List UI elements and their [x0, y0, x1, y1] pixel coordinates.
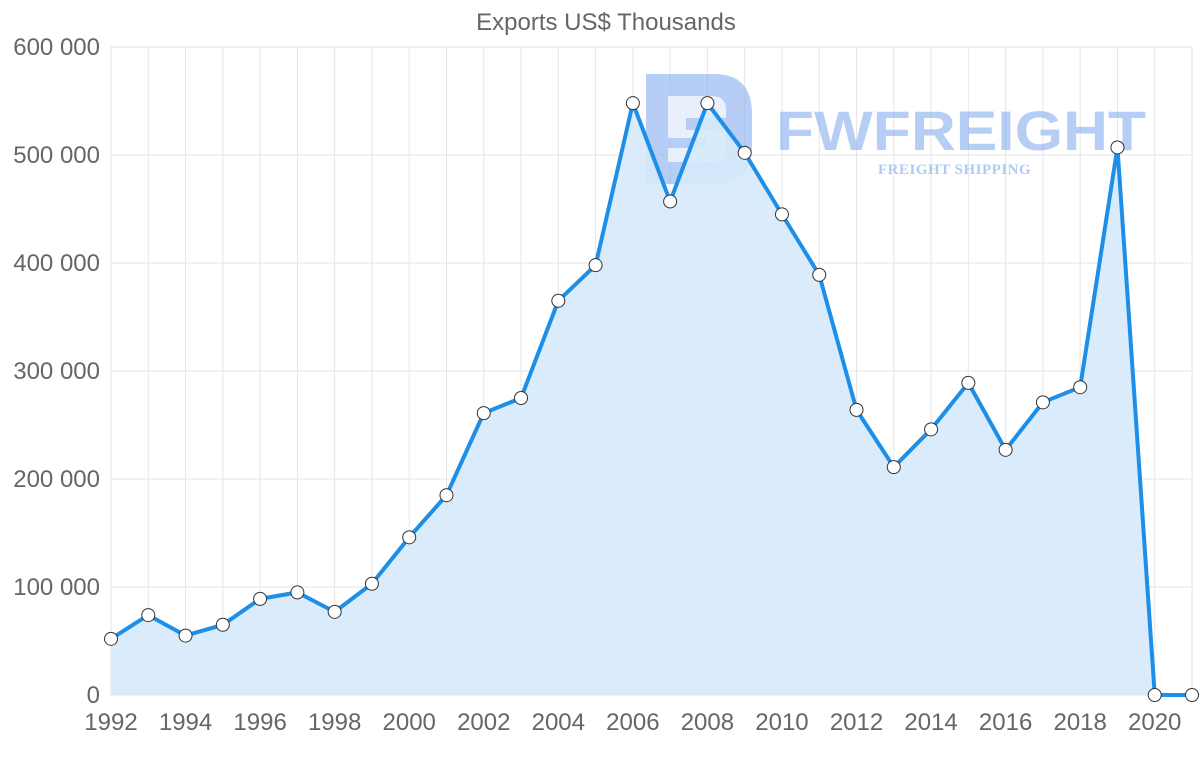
x-tick-label: 2014 — [904, 709, 957, 736]
x-tick-label: 2012 — [830, 709, 883, 736]
data-point-2003[interactable] — [515, 392, 528, 405]
y-tick-label: 0 — [87, 682, 100, 709]
data-point-2014[interactable] — [925, 423, 938, 436]
watermark-tagline: FREIGHT SHIPPING — [878, 162, 1031, 178]
data-point-1996[interactable] — [254, 592, 267, 605]
watermark-brand: FWFREIGHT — [776, 99, 1146, 162]
data-point-2005[interactable] — [589, 259, 602, 272]
chart-title: Exports US$ Thousands — [476, 9, 736, 36]
data-point-1999[interactable] — [365, 577, 378, 590]
series-exports — [105, 97, 1199, 702]
series-area — [111, 103, 1192, 695]
x-tick-label: 2008 — [681, 709, 734, 736]
x-tick-label: 2002 — [457, 709, 510, 736]
data-point-2013[interactable] — [887, 461, 900, 474]
x-tick-label: 1998 — [308, 709, 361, 736]
y-tick-label: 200 000 — [13, 466, 100, 493]
data-point-2015[interactable] — [962, 376, 975, 389]
data-point-2001[interactable] — [440, 489, 453, 502]
data-point-2009[interactable] — [738, 146, 751, 159]
data-point-2011[interactable] — [813, 268, 826, 281]
x-tick-label: 2000 — [383, 709, 436, 736]
data-point-2020[interactable] — [1148, 689, 1161, 702]
x-tick-label: 1994 — [159, 709, 212, 736]
y-tick-label: 600 000 — [13, 34, 100, 61]
y-axis: 0 100 000 200 000 300 000 400 000 500 000 600 … — [13, 34, 100, 709]
x-tick-label: 2006 — [606, 709, 659, 736]
data-point-1992[interactable] — [105, 632, 118, 645]
x-tick-label: 2010 — [755, 709, 808, 736]
data-point-2002[interactable] — [477, 407, 490, 420]
data-point-1995[interactable] — [216, 618, 229, 631]
y-tick-label: 500 000 — [13, 142, 100, 169]
data-point-1998[interactable] — [328, 605, 341, 618]
x-tick-label: 2020 — [1128, 709, 1181, 736]
x-tick-label: 1992 — [84, 709, 137, 736]
data-point-2021[interactable] — [1186, 689, 1199, 702]
data-point-2008[interactable] — [701, 97, 714, 110]
data-point-2012[interactable] — [850, 403, 863, 416]
data-point-2007[interactable] — [664, 195, 677, 208]
data-point-2017[interactable] — [1036, 396, 1049, 409]
x-tick-label: 2004 — [532, 709, 585, 736]
data-point-2004[interactable] — [552, 294, 565, 307]
x-tick-label: 1996 — [233, 709, 286, 736]
data-point-2019[interactable] — [1111, 141, 1124, 154]
x-tick-label: 2018 — [1053, 709, 1106, 736]
data-point-1993[interactable] — [142, 609, 155, 622]
x-tick-label: 2016 — [979, 709, 1032, 736]
x-axis: 1992 1994 1996 1998 2000 2002 2004 2006 2008 2010… — [84, 709, 1181, 736]
data-point-2010[interactable] — [775, 208, 788, 221]
data-point-2006[interactable] — [626, 97, 639, 110]
data-point-2016[interactable] — [999, 443, 1012, 456]
data-point-2018[interactable] — [1074, 381, 1087, 394]
y-tick-label: 100 000 — [13, 574, 100, 601]
y-tick-label: 300 000 — [13, 358, 100, 385]
y-tick-label: 400 000 — [13, 250, 100, 277]
data-point-2000[interactable] — [403, 531, 416, 544]
data-point-1994[interactable] — [179, 629, 192, 642]
data-point-1997[interactable] — [291, 586, 304, 599]
exports-chart: Exports US$ Thousands 0 100 000 200 000 300… — [0, 0, 1200, 763]
